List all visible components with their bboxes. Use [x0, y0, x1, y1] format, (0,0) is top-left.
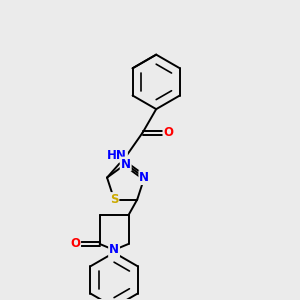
Text: HN: HN [107, 148, 127, 161]
Text: O: O [164, 126, 173, 139]
Text: S: S [110, 193, 118, 206]
Text: N: N [121, 158, 131, 170]
Text: O: O [70, 237, 80, 250]
Text: N: N [109, 243, 119, 256]
Text: N: N [140, 171, 149, 184]
